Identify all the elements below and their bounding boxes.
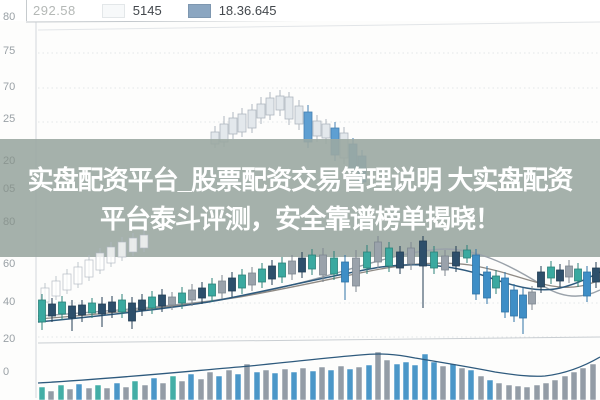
y-axis-tick: 70 bbox=[3, 81, 16, 93]
legend-value-2: 18.36.645 bbox=[218, 3, 277, 18]
y-axis-tick: 0 bbox=[3, 366, 10, 378]
headline-line-1: 实盘配资平台_股票配资交易管理说明 大实盘配资 bbox=[27, 165, 574, 195]
headline-overlay: 实盘配资平台_股票配资交易管理说明 大实盘配资 平台泰斗评测，安全靠谱榜单揭晓！ bbox=[0, 148, 600, 252]
y-axis-tick: 80 bbox=[3, 11, 16, 23]
y-axis-tick: 20 bbox=[3, 333, 16, 345]
y-axis-tick: 25 bbox=[3, 113, 16, 125]
y-axis-tick: 80 bbox=[3, 216, 16, 228]
legend-price-value: 292.58 bbox=[33, 3, 76, 18]
y-axis-tick: 40 bbox=[3, 296, 16, 308]
chart-legend-bar: 292.58 5145 18.36.645 bbox=[0, 0, 600, 21]
legend-swatch-blue bbox=[187, 3, 211, 18]
y-axis-tick: 20 bbox=[3, 155, 16, 167]
y-axis-tick: 75 bbox=[3, 45, 16, 57]
y-axis-tick: 60 bbox=[3, 258, 16, 270]
chart-legend: 292.58 5145 18.36.645 bbox=[26, 0, 277, 21]
legend-swatch-light bbox=[101, 3, 125, 18]
legend-value-1: 5145 bbox=[132, 3, 162, 18]
headline-line-2: 平台泰斗评测，安全靠谱榜单揭晓！ bbox=[99, 204, 501, 234]
y-axis-tick: 05 bbox=[3, 183, 16, 195]
